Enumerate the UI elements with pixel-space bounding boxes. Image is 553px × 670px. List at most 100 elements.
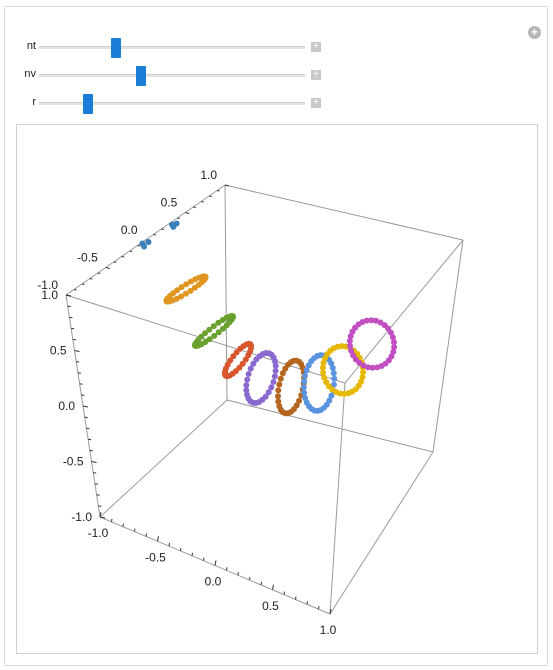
tick-mark xyxy=(89,449,93,452)
data-point xyxy=(374,364,381,371)
data-point xyxy=(275,393,281,400)
data-point xyxy=(365,364,371,371)
tick-mark xyxy=(137,245,141,247)
data-point xyxy=(268,384,275,391)
slider-track-nt[interactable] xyxy=(39,38,305,58)
data-point xyxy=(360,369,367,376)
data-point xyxy=(245,371,252,377)
tick-mark xyxy=(201,201,204,203)
tick-label-back: 1.0 xyxy=(200,168,217,182)
slider-thumb-nv[interactable] xyxy=(136,66,147,86)
data-point xyxy=(302,395,309,402)
data-point xyxy=(347,342,353,349)
tick-mark xyxy=(99,511,102,518)
data-point xyxy=(390,348,397,355)
data-point xyxy=(245,340,252,347)
slider-plus-nt-icon[interactable]: + xyxy=(311,42,321,52)
data-point xyxy=(215,329,222,336)
data-point xyxy=(302,372,308,379)
data-point xyxy=(178,284,185,291)
tick-mark xyxy=(157,536,159,542)
tick-label-back: 0.0 xyxy=(121,223,138,237)
slider-track-nv[interactable] xyxy=(39,66,305,86)
box-edge xyxy=(226,399,434,453)
data-point xyxy=(301,389,308,396)
tick-mark xyxy=(67,305,71,308)
tick-mark xyxy=(193,206,196,208)
tick-mark xyxy=(76,361,80,363)
tick-mark xyxy=(129,250,133,252)
data-point xyxy=(169,221,176,228)
tick-mark xyxy=(121,256,125,258)
data-point xyxy=(187,287,194,294)
tick-mark xyxy=(86,427,90,430)
box-edge xyxy=(344,239,464,384)
tick-mark xyxy=(72,338,76,341)
data-point xyxy=(139,240,146,247)
tick-mark xyxy=(105,267,110,269)
tick-mark xyxy=(168,543,170,547)
tick-mark xyxy=(98,505,102,507)
data-point xyxy=(329,364,336,371)
slider-plus-nv-icon[interactable]: + xyxy=(311,70,321,80)
slider-label-r: r xyxy=(32,96,36,108)
data-point xyxy=(391,339,397,346)
data-point xyxy=(330,370,337,377)
tick-mark xyxy=(88,438,92,441)
tick-mark xyxy=(91,461,97,463)
tick-label-left: -1.0 xyxy=(71,510,92,524)
tick-mark xyxy=(122,523,124,527)
box-edge xyxy=(432,239,464,453)
data-point xyxy=(303,399,310,406)
data-point xyxy=(250,360,257,367)
data-point xyxy=(369,364,376,371)
tick-mark xyxy=(329,608,332,615)
tick-mark xyxy=(69,316,73,319)
tick-mark xyxy=(82,405,89,408)
data-point xyxy=(300,384,307,391)
slider-thumb-nt[interactable] xyxy=(110,38,121,58)
data-point xyxy=(191,284,198,291)
tick-mark xyxy=(191,552,193,556)
tick-mark xyxy=(226,567,228,571)
data-point xyxy=(247,365,254,372)
data-point xyxy=(277,375,284,382)
data-point xyxy=(202,330,208,337)
slider-track-r[interactable] xyxy=(39,94,305,114)
data-point xyxy=(206,326,213,333)
tick-mark xyxy=(177,217,180,219)
tick-mark xyxy=(89,278,93,280)
tick-label-bottom: -1.0 xyxy=(88,526,109,540)
tick-mark xyxy=(97,272,101,274)
data-point xyxy=(174,287,181,294)
data-point xyxy=(346,337,353,344)
data-point xyxy=(201,273,208,280)
data-point xyxy=(323,379,330,386)
options-plus-icon[interactable]: + xyxy=(528,26,541,39)
data-point xyxy=(359,374,366,381)
slider-row-nt: nt + xyxy=(0,38,553,58)
data-point xyxy=(319,364,326,371)
tick-mark xyxy=(237,572,239,576)
tick-mark xyxy=(93,472,97,474)
tick-mark xyxy=(185,212,190,214)
data-point xyxy=(270,379,277,385)
tick-mark xyxy=(81,394,85,396)
tick-label-bottom: 0.0 xyxy=(205,575,222,589)
data-point xyxy=(389,334,396,341)
data-point xyxy=(321,374,328,381)
data-point xyxy=(243,387,250,394)
slider-thumb-r[interactable] xyxy=(82,94,93,114)
tick-mark xyxy=(96,494,100,496)
slider-plus-r-icon[interactable]: + xyxy=(311,98,321,108)
data-point xyxy=(348,347,355,354)
tick-mark xyxy=(306,601,308,605)
data-point xyxy=(223,322,230,329)
data-point xyxy=(328,392,335,399)
data-point xyxy=(244,391,250,398)
tick-mark xyxy=(283,591,285,595)
tick-mark xyxy=(216,190,220,192)
tick-mark xyxy=(180,547,182,552)
tick-mark xyxy=(79,383,83,385)
